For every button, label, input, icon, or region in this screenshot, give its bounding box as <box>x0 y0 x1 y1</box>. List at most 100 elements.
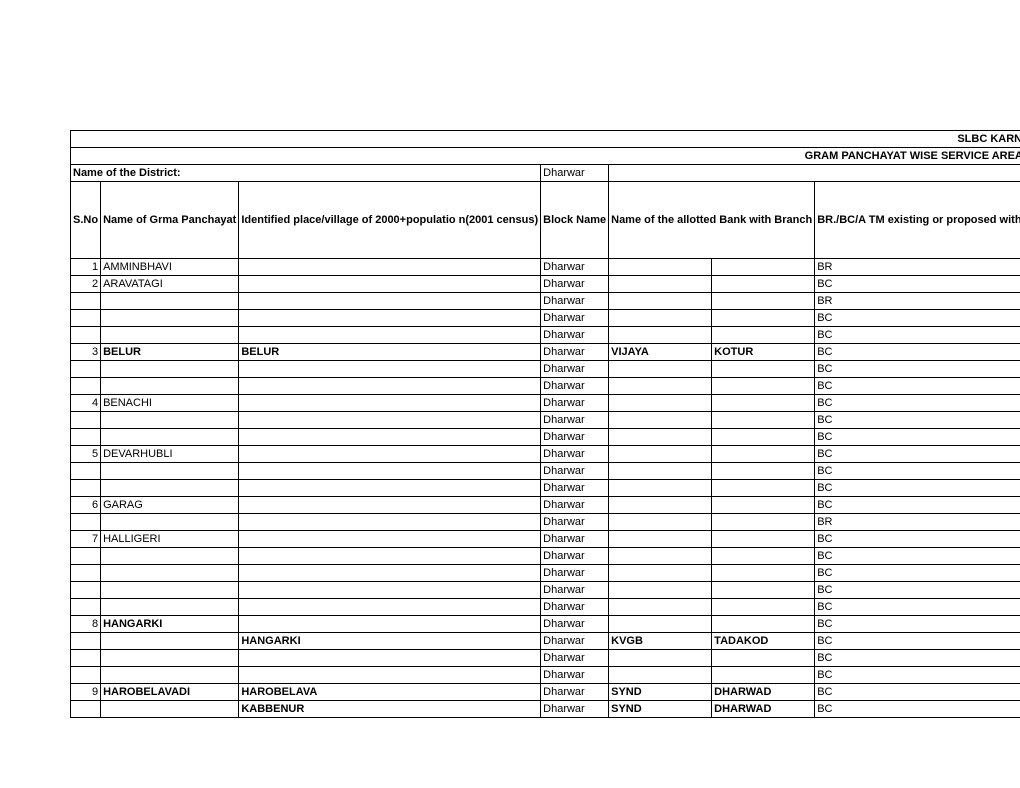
cell-sno <box>71 310 101 327</box>
cell-identified <box>239 531 541 548</box>
table-row: DharwarBC2HALLIGERI6022661287YES <box>71 548 1020 565</box>
cell-grma: GARAG <box>101 497 239 514</box>
cell-sno: 7 <box>71 531 101 548</box>
cell-grma <box>101 378 239 395</box>
cell-grma: HAROBELAVADI <box>101 684 239 701</box>
cell-branch <box>712 361 815 378</box>
col-header-br: BR./BC/A TM existing or proposed with na… <box>815 182 1020 259</box>
cell-grma <box>101 667 239 684</box>
cell-grma <box>101 361 239 378</box>
cell-bank <box>609 463 712 480</box>
cell-branch <box>712 531 815 548</box>
cell-block: Dharwar <box>541 463 609 480</box>
data-table: SLBC KARNATAKA: GRAM PANCHAYAT WISE SERV… <box>70 130 1020 718</box>
cell-identified: BELUR <box>239 344 541 361</box>
table-row: 7HALLIGERIDharwarBC1AMLIKOPPA602267849NO <box>71 531 1020 548</box>
cell-branch <box>712 310 815 327</box>
cell-br: BC <box>815 480 1020 497</box>
cell-grma: ARAVATAGI <box>101 276 239 293</box>
cell-bank: SYND <box>609 684 712 701</box>
cell-br: BC <box>815 667 1020 684</box>
cell-branch <box>712 480 815 497</box>
cell-bank <box>609 480 712 497</box>
cell-sno <box>71 327 101 344</box>
cell-grma <box>101 429 239 446</box>
cell-block: Dharwar <box>541 548 609 565</box>
table-row: DharwarBC4KOGILAGERI6022381204NO <box>71 310 1020 327</box>
cell-block: Dharwar <box>541 446 609 463</box>
cell-bank: SYND <box>609 701 712 718</box>
cell-grma: HALLIGERI <box>101 531 239 548</box>
cell-branch <box>712 599 815 616</box>
cell-branch <box>712 667 815 684</box>
cell-block: Dharwar <box>541 684 609 701</box>
cell-grma: HANGARKI <box>101 616 239 633</box>
cell-identified <box>239 293 541 310</box>
table-row: 2ARAVATAGIDharwarBC2AMBOLI6022481344NO <box>71 276 1020 293</box>
col-header-identified: Identified place/village of 2000+populat… <box>239 182 541 259</box>
cell-br: BC <box>815 582 1020 599</box>
cell-sno <box>71 514 101 531</box>
cell-block: Dharwar <box>541 650 609 667</box>
cell-br: BR <box>815 259 1020 276</box>
cell-identified <box>239 599 541 616</box>
cell-identified <box>239 548 541 565</box>
cell-grma <box>101 480 239 497</box>
cell-branch <box>712 565 815 582</box>
cell-branch <box>712 378 815 395</box>
cell-identified <box>239 412 541 429</box>
cell-grma <box>101 633 239 650</box>
cell-block: Dharwar <box>541 310 609 327</box>
cell-bank <box>609 310 712 327</box>
cell-branch: KOTUR <box>712 344 815 361</box>
cell-grma: BELUR <box>101 344 239 361</box>
col-header-grma: Name of Grma Panchayat <box>101 182 239 259</box>
cell-bank <box>609 276 712 293</box>
cell-branch <box>712 327 815 344</box>
cell-block: Dharwar <box>541 582 609 599</box>
cell-grma <box>101 650 239 667</box>
cell-identified <box>239 259 541 276</box>
cell-block: Dharwar <box>541 480 609 497</box>
cell-block: Dharwar <box>541 701 609 718</box>
cell-branch: DHARWAD <box>712 684 815 701</box>
cell-grma: BENACHI <box>101 395 239 412</box>
cell-bank <box>609 327 712 344</box>
cell-sno: 9 <box>71 684 101 701</box>
cell-identified <box>239 429 541 446</box>
cell-block: Dharwar <box>541 514 609 531</box>
col-header-sno: S.No <box>71 182 101 259</box>
cell-sno: 8 <box>71 616 101 633</box>
cell-branch <box>712 446 815 463</box>
cell-identified <box>239 650 541 667</box>
cell-branch <box>712 429 815 446</box>
cell-identified <box>239 310 541 327</box>
cell-bank <box>609 446 712 463</box>
cell-sno <box>71 650 101 667</box>
cell-branch <box>712 259 815 276</box>
cell-block: Dharwar <box>541 412 609 429</box>
cell-block: Dharwar <box>541 667 609 684</box>
cell-block: Dharwar <box>541 293 609 310</box>
cell-sno: 6 <box>71 497 101 514</box>
cell-sno <box>71 582 101 599</box>
cell-br: BC <box>815 276 1020 293</box>
table-row: DharwarBC3MURAKATTI602264822NO <box>71 480 1020 497</box>
cell-identified <box>239 480 541 497</box>
cell-identified: HAROBELAVA <box>239 684 541 701</box>
table-row: 6GARAGDharwarBC1AGASANHALLI602213149NO <box>71 497 1020 514</box>
cell-bank: KVGB <box>609 633 712 650</box>
cell-identified <box>239 463 541 480</box>
cell-grma: AMMINBHAVI <box>101 259 239 276</box>
title-line-2: GRAM PANCHAYAT WISE SERVICE AREA PLAN OF… <box>71 148 1020 165</box>
cell-branch <box>712 582 815 599</box>
table-row: DharwarBC3HULTIKOTI6022581134NO <box>71 565 1020 582</box>
spacer <box>609 165 1020 182</box>
cell-sno <box>71 463 101 480</box>
cell-branch <box>712 514 815 531</box>
cell-bank <box>609 531 712 548</box>
cell-br: BC <box>815 310 1020 327</box>
cell-block: Dharwar <box>541 497 609 514</box>
cell-br: BC <box>815 684 1020 701</box>
cell-br: BC <box>815 565 1020 582</box>
